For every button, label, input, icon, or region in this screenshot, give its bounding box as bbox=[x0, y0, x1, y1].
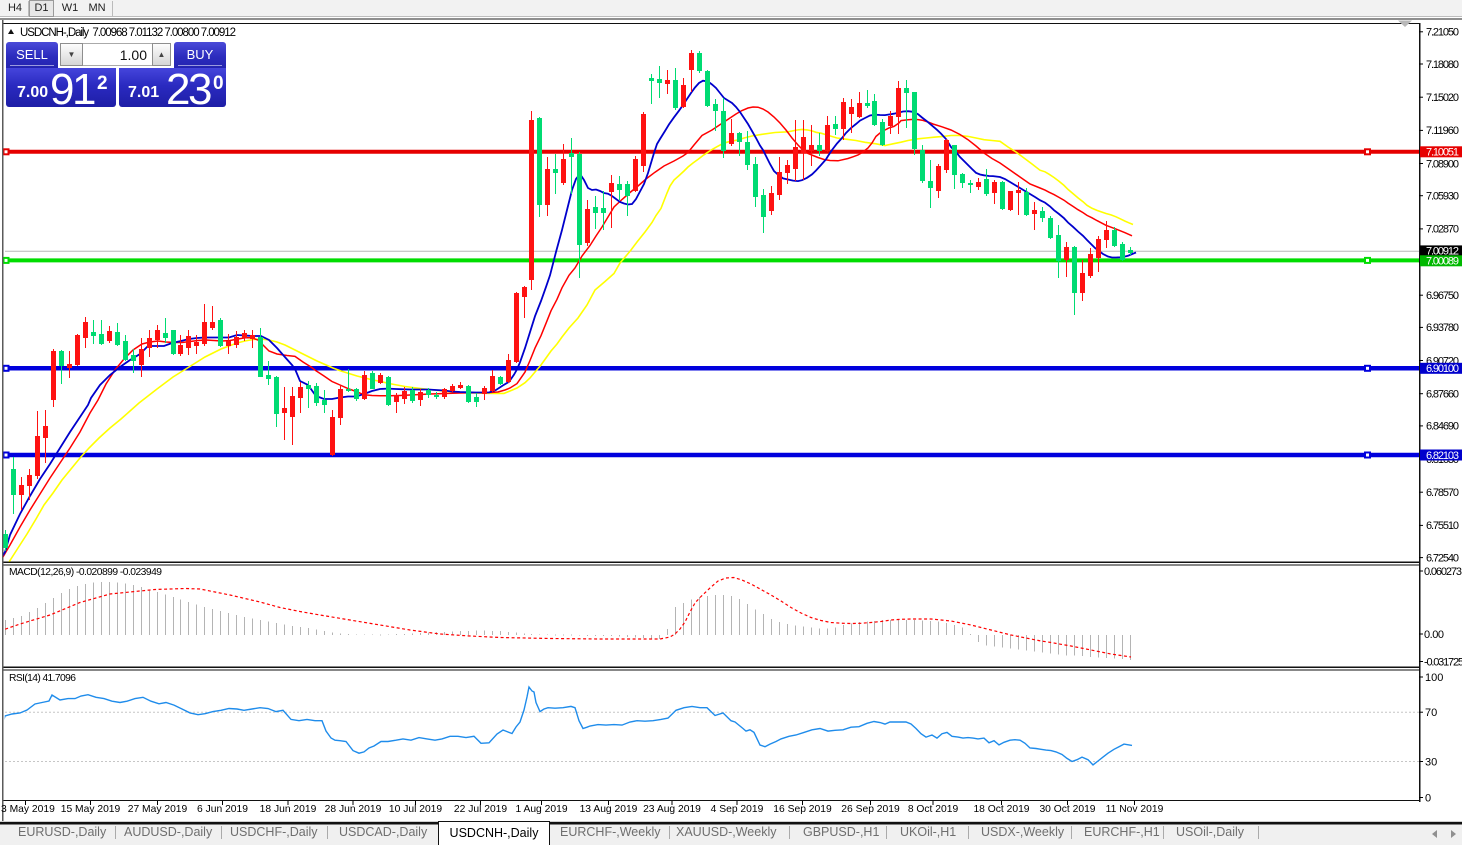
svg-text:1 Aug 2019: 1 Aug 2019 bbox=[515, 804, 567, 815]
svg-text:4 Sep 2019: 4 Sep 2019 bbox=[711, 804, 764, 815]
svg-text:0: 0 bbox=[1425, 792, 1431, 804]
svg-text:7.18080: 7.18080 bbox=[1426, 59, 1459, 71]
svg-text:6 Jun 2019: 6 Jun 2019 bbox=[197, 804, 248, 815]
svg-text:6.84690: 6.84690 bbox=[1426, 421, 1459, 433]
svg-text:6.87660: 6.87660 bbox=[1426, 389, 1459, 401]
svg-text:30: 30 bbox=[1425, 756, 1437, 768]
svg-text:0.060273: 0.060273 bbox=[1424, 566, 1462, 578]
svg-text:26 Sep 2019: 26 Sep 2019 bbox=[841, 804, 900, 815]
svg-text:6.93780: 6.93780 bbox=[1426, 322, 1459, 334]
svg-text:6.75510: 6.75510 bbox=[1426, 520, 1459, 532]
svg-text:7.02870: 7.02870 bbox=[1426, 224, 1459, 236]
svg-text:10 Jul 2019: 10 Jul 2019 bbox=[389, 804, 443, 815]
svg-text:100: 100 bbox=[1425, 672, 1443, 684]
svg-text:7.00912: 7.00912 bbox=[1426, 246, 1459, 258]
svg-text:70: 70 bbox=[1425, 707, 1437, 719]
svg-text:30 Oct 2019: 30 Oct 2019 bbox=[1039, 804, 1095, 815]
svg-text:7.15020: 7.15020 bbox=[1426, 92, 1459, 104]
svg-text:11 Nov 2019: 11 Nov 2019 bbox=[1106, 804, 1164, 815]
svg-text:8 Oct 2019: 8 Oct 2019 bbox=[908, 804, 959, 815]
svg-text:27 May 2019: 27 May 2019 bbox=[128, 804, 188, 815]
svg-text:RSI(14) 41.7096: RSI(14) 41.7096 bbox=[9, 673, 76, 684]
svg-text:18 Oct 2019: 18 Oct 2019 bbox=[973, 804, 1029, 815]
svg-text:0.00: 0.00 bbox=[1424, 629, 1444, 641]
svg-text:6.78570: 6.78570 bbox=[1426, 487, 1459, 499]
svg-text:16 Sep 2019: 16 Sep 2019 bbox=[773, 804, 832, 815]
svg-text:18 Jun 2019: 18 Jun 2019 bbox=[260, 804, 317, 815]
svg-text:6.96750: 6.96750 bbox=[1426, 290, 1459, 302]
svg-text:3 May 2019: 3 May 2019 bbox=[1, 804, 55, 815]
svg-text:7.11960: 7.11960 bbox=[1426, 125, 1459, 137]
svg-text:7.00089: 7.00089 bbox=[1426, 256, 1459, 268]
svg-text:6.72540: 6.72540 bbox=[1426, 552, 1459, 564]
svg-text:USDCNH-,Daily 7.00968 7.01132: USDCNH-,Daily 7.00968 7.01132 7.00800 7.… bbox=[20, 27, 236, 39]
svg-text:7.21050: 7.21050 bbox=[1426, 27, 1459, 39]
svg-text:-0.031725: -0.031725 bbox=[1424, 656, 1462, 668]
svg-text:7.08900: 7.08900 bbox=[1426, 158, 1459, 170]
svg-text:7.10051: 7.10051 bbox=[1426, 147, 1459, 159]
svg-text:22 Jul 2019: 22 Jul 2019 bbox=[454, 804, 508, 815]
svg-text:28 Jun 2019: 28 Jun 2019 bbox=[325, 804, 382, 815]
svg-text:7.05930: 7.05930 bbox=[1426, 191, 1459, 203]
svg-text:13 Aug 2019: 13 Aug 2019 bbox=[580, 804, 638, 815]
svg-text:23 Aug 2019: 23 Aug 2019 bbox=[643, 804, 701, 815]
svg-text:15 May 2019: 15 May 2019 bbox=[61, 804, 121, 815]
svg-text:MACD(12,26,9) -0.020899 -0.023: MACD(12,26,9) -0.020899 -0.023949 bbox=[9, 567, 162, 578]
svg-text:6.90100: 6.90100 bbox=[1426, 363, 1459, 375]
svg-text:6.82103: 6.82103 bbox=[1426, 450, 1459, 462]
